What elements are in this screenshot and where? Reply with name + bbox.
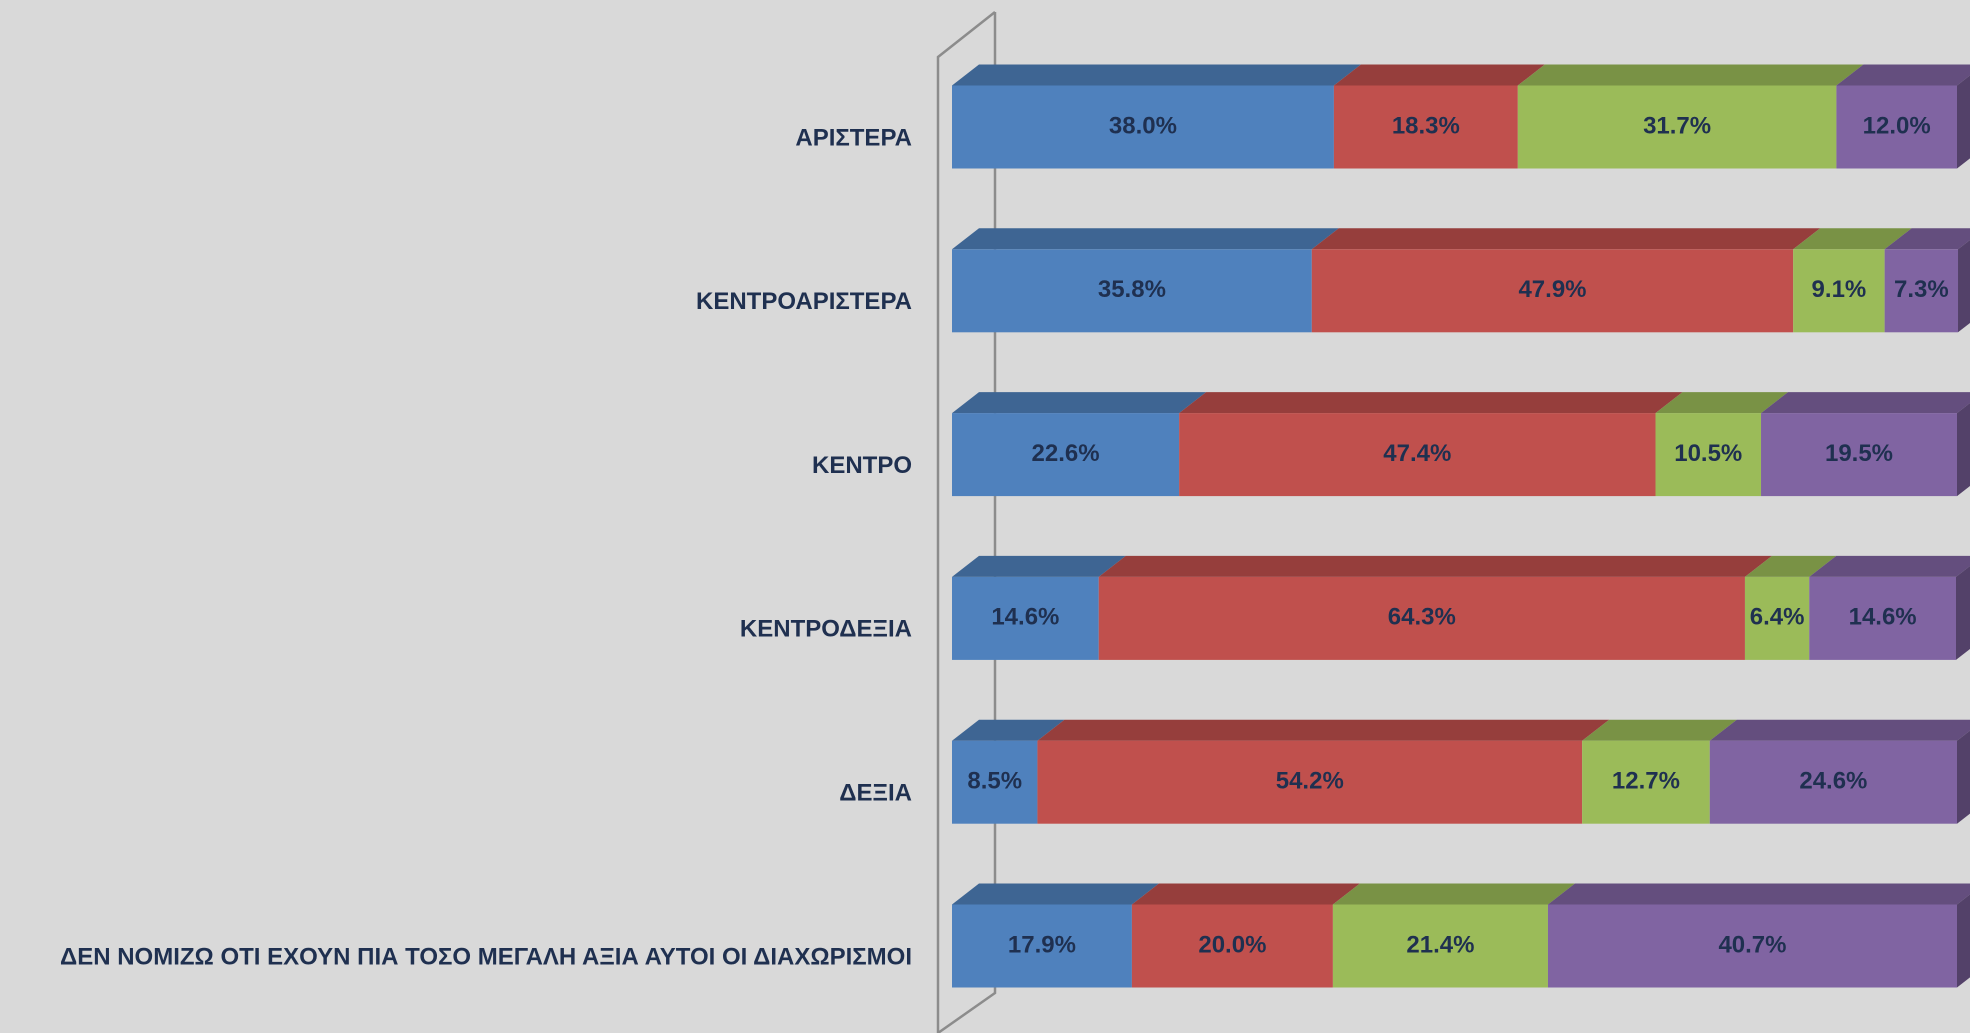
bar-top bbox=[1809, 555, 1970, 577]
data-label: 54.2% bbox=[1276, 768, 1344, 795]
y-tick-label: ΚΕΝΤΡΟΑΡΙΣΤΕΡΑ bbox=[696, 288, 912, 315]
data-label: 12.0% bbox=[1863, 112, 1931, 139]
bar bbox=[952, 576, 1099, 660]
data-label: 14.6% bbox=[991, 604, 1059, 631]
data-label: 20.0% bbox=[1198, 931, 1266, 958]
bar-top bbox=[1131, 883, 1360, 905]
bar-top bbox=[952, 392, 1207, 414]
data-label: 38.0% bbox=[1109, 112, 1177, 139]
data-label: 47.4% bbox=[1383, 440, 1451, 467]
bar-side bbox=[1957, 730, 1970, 824]
bar bbox=[1311, 249, 1794, 333]
data-label: 22.6% bbox=[1032, 440, 1100, 467]
bar bbox=[1884, 249, 1959, 333]
data-label: 21.4% bbox=[1406, 931, 1474, 958]
y-tick-label: ΚΕΝΤΡΟ bbox=[812, 452, 912, 479]
data-label: 64.3% bbox=[1388, 604, 1456, 631]
bar bbox=[1179, 413, 1656, 497]
bar-top bbox=[1547, 883, 1970, 905]
bar-top bbox=[1582, 719, 1737, 741]
bar bbox=[1131, 904, 1333, 988]
data-label: 12.7% bbox=[1612, 768, 1680, 795]
data-label: 19.5% bbox=[1825, 440, 1893, 467]
data-label: 7.3% bbox=[1894, 276, 1949, 303]
bar-top bbox=[1884, 228, 1970, 250]
bar bbox=[952, 85, 1334, 169]
bar-top bbox=[1761, 392, 1970, 414]
bar-top bbox=[1179, 392, 1683, 414]
y-tick-label: ΔΕΞΙΑ bbox=[839, 780, 912, 807]
bar-top bbox=[1037, 719, 1610, 741]
bar-top bbox=[1333, 64, 1545, 86]
bar-top bbox=[1098, 555, 1772, 577]
bar-top bbox=[952, 228, 1339, 250]
bar bbox=[1547, 904, 1957, 988]
bar bbox=[1098, 576, 1745, 660]
bar-side bbox=[1957, 402, 1970, 497]
bar-top bbox=[1517, 64, 1864, 86]
bar-side bbox=[1958, 239, 1970, 333]
bar bbox=[952, 413, 1180, 497]
data-label: 14.6% bbox=[1849, 604, 1917, 631]
bar bbox=[1744, 576, 1810, 660]
bar bbox=[1517, 85, 1837, 169]
bar bbox=[1709, 740, 1957, 824]
bar-top bbox=[1793, 228, 1912, 250]
data-label: 6.4% bbox=[1750, 604, 1805, 631]
bar-top bbox=[1709, 719, 1970, 741]
bar-top bbox=[952, 719, 1065, 741]
data-label: 18.3% bbox=[1392, 112, 1460, 139]
bar bbox=[1333, 85, 1518, 169]
data-label: 24.6% bbox=[1799, 768, 1867, 795]
y-tick-label: ΑΡΙΣΤΕΡΑ bbox=[795, 124, 912, 151]
data-label: 31.7% bbox=[1643, 112, 1711, 139]
bar-top bbox=[1655, 392, 1789, 414]
bar-top bbox=[1836, 64, 1970, 86]
data-label: 35.8% bbox=[1098, 276, 1166, 303]
y-tick-label: ΔΕΝ ΝΟΜΙΖΩ ΟΤΙ ΕΧΟΥΝ ΠΙΑ ΤΟΣΟ ΜΕΓΑΛΗ ΑΞΙ… bbox=[60, 943, 912, 970]
bar-side bbox=[1955, 566, 1970, 660]
bar bbox=[952, 249, 1312, 333]
data-label: 47.9% bbox=[1518, 276, 1586, 303]
data-label: 9.1% bbox=[1812, 276, 1867, 303]
bar bbox=[1037, 740, 1583, 824]
bar bbox=[1332, 904, 1548, 988]
bar-side bbox=[1957, 75, 1970, 169]
bar-top bbox=[1744, 555, 1837, 577]
bar-top bbox=[1332, 883, 1575, 905]
data-label: 10.5% bbox=[1674, 440, 1742, 467]
bar bbox=[952, 904, 1132, 988]
bar bbox=[952, 740, 1038, 824]
bar bbox=[1836, 85, 1957, 169]
wall-front-edge bbox=[936, 11, 996, 1033]
bar-top bbox=[952, 555, 1126, 577]
wall-back-edge bbox=[937, 12, 997, 1033]
bar bbox=[1582, 740, 1710, 824]
bar bbox=[1793, 249, 1885, 333]
bar bbox=[1809, 576, 1956, 660]
data-label: 17.9% bbox=[1008, 931, 1076, 958]
bar bbox=[1761, 413, 1957, 497]
bar-top bbox=[952, 64, 1361, 86]
data-label: 40.7% bbox=[1718, 931, 1786, 958]
bar bbox=[1655, 413, 1762, 497]
bar-top bbox=[1311, 228, 1821, 250]
bar-side bbox=[1957, 894, 1970, 988]
bar-top bbox=[952, 883, 1159, 905]
data-label: 8.5% bbox=[967, 768, 1022, 795]
y-tick-label: ΚΕΝΤΡΟΔΕΞΙΑ bbox=[740, 616, 912, 643]
